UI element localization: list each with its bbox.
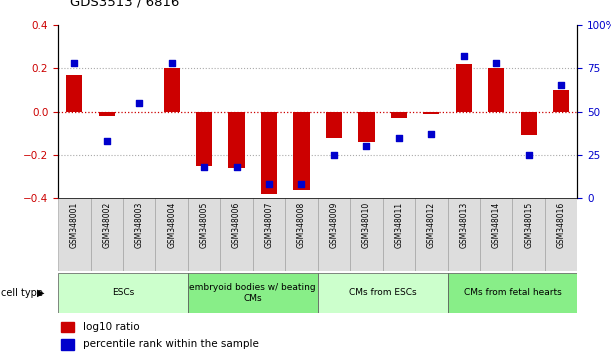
Text: GSM348009: GSM348009 (329, 202, 338, 248)
Bar (358, 112, 375, 142)
Bar (62, 339, 75, 349)
Point (556, 83, 566, 88)
Text: log10 ratio: log10 ratio (83, 322, 140, 332)
Text: GSM348001: GSM348001 (70, 202, 79, 248)
Bar (188, 198, 221, 271)
Text: CMs from fetal hearts: CMs from fetal hearts (464, 289, 562, 297)
Text: GSM348003: GSM348003 (134, 202, 144, 248)
Bar (229, 112, 244, 168)
Bar (196, 112, 212, 166)
Bar (456, 64, 472, 112)
Bar (391, 112, 407, 118)
Text: percentile rank within the sample: percentile rank within the sample (83, 339, 259, 349)
Bar (553, 90, 569, 112)
Bar (521, 112, 537, 135)
Point (232, 164, 241, 170)
Point (70, 60, 79, 66)
Bar (318, 273, 447, 313)
Bar (293, 112, 310, 190)
Text: GSM348005: GSM348005 (200, 202, 208, 248)
Bar (423, 112, 439, 114)
Bar (326, 112, 342, 138)
Text: GSM348002: GSM348002 (102, 202, 111, 248)
Bar (447, 198, 480, 271)
Bar (221, 198, 253, 271)
Bar (58, 198, 90, 271)
Point (102, 138, 112, 144)
Text: ESCs: ESCs (112, 289, 134, 297)
Bar (480, 198, 513, 271)
Bar (448, 273, 577, 313)
Bar (164, 68, 180, 112)
Text: GSM348007: GSM348007 (265, 202, 274, 248)
Text: CMs from ESCs: CMs from ESCs (349, 289, 417, 297)
Text: GSM348015: GSM348015 (524, 202, 533, 248)
Point (199, 164, 209, 170)
Bar (155, 198, 188, 271)
Point (296, 182, 306, 187)
Text: cell type: cell type (1, 288, 43, 298)
Text: GSM348011: GSM348011 (394, 202, 403, 248)
Bar (382, 198, 415, 271)
Point (264, 182, 274, 187)
Point (426, 131, 436, 137)
Bar (98, 112, 115, 116)
Text: GSM348004: GSM348004 (167, 202, 176, 248)
Point (167, 60, 177, 66)
Bar (253, 198, 285, 271)
Bar (188, 273, 318, 313)
Point (362, 143, 371, 149)
Text: GSM348006: GSM348006 (232, 202, 241, 248)
Text: GSM348008: GSM348008 (297, 202, 306, 248)
Bar (415, 198, 447, 271)
Point (524, 152, 533, 158)
Bar (350, 198, 382, 271)
Point (329, 152, 339, 158)
Point (394, 135, 404, 141)
Point (134, 100, 144, 106)
Text: GDS3513 / 6816: GDS3513 / 6816 (70, 0, 180, 9)
Bar (488, 68, 504, 112)
Text: ▶: ▶ (37, 288, 45, 298)
Text: GSM348010: GSM348010 (362, 202, 371, 248)
Point (491, 60, 501, 66)
Bar (513, 198, 545, 271)
Point (459, 53, 469, 59)
Bar (318, 198, 350, 271)
Text: GSM348016: GSM348016 (557, 202, 566, 248)
Text: GSM348012: GSM348012 (427, 202, 436, 248)
Bar (90, 198, 123, 271)
Text: GSM348014: GSM348014 (492, 202, 501, 248)
Bar (62, 322, 75, 332)
Bar (58, 273, 188, 313)
Bar (545, 198, 577, 271)
Bar (123, 198, 155, 271)
Bar (261, 112, 277, 194)
Text: embryoid bodies w/ beating
CMs: embryoid bodies w/ beating CMs (189, 283, 316, 303)
Text: GSM348013: GSM348013 (459, 202, 468, 248)
Bar (285, 198, 318, 271)
Bar (66, 75, 82, 112)
